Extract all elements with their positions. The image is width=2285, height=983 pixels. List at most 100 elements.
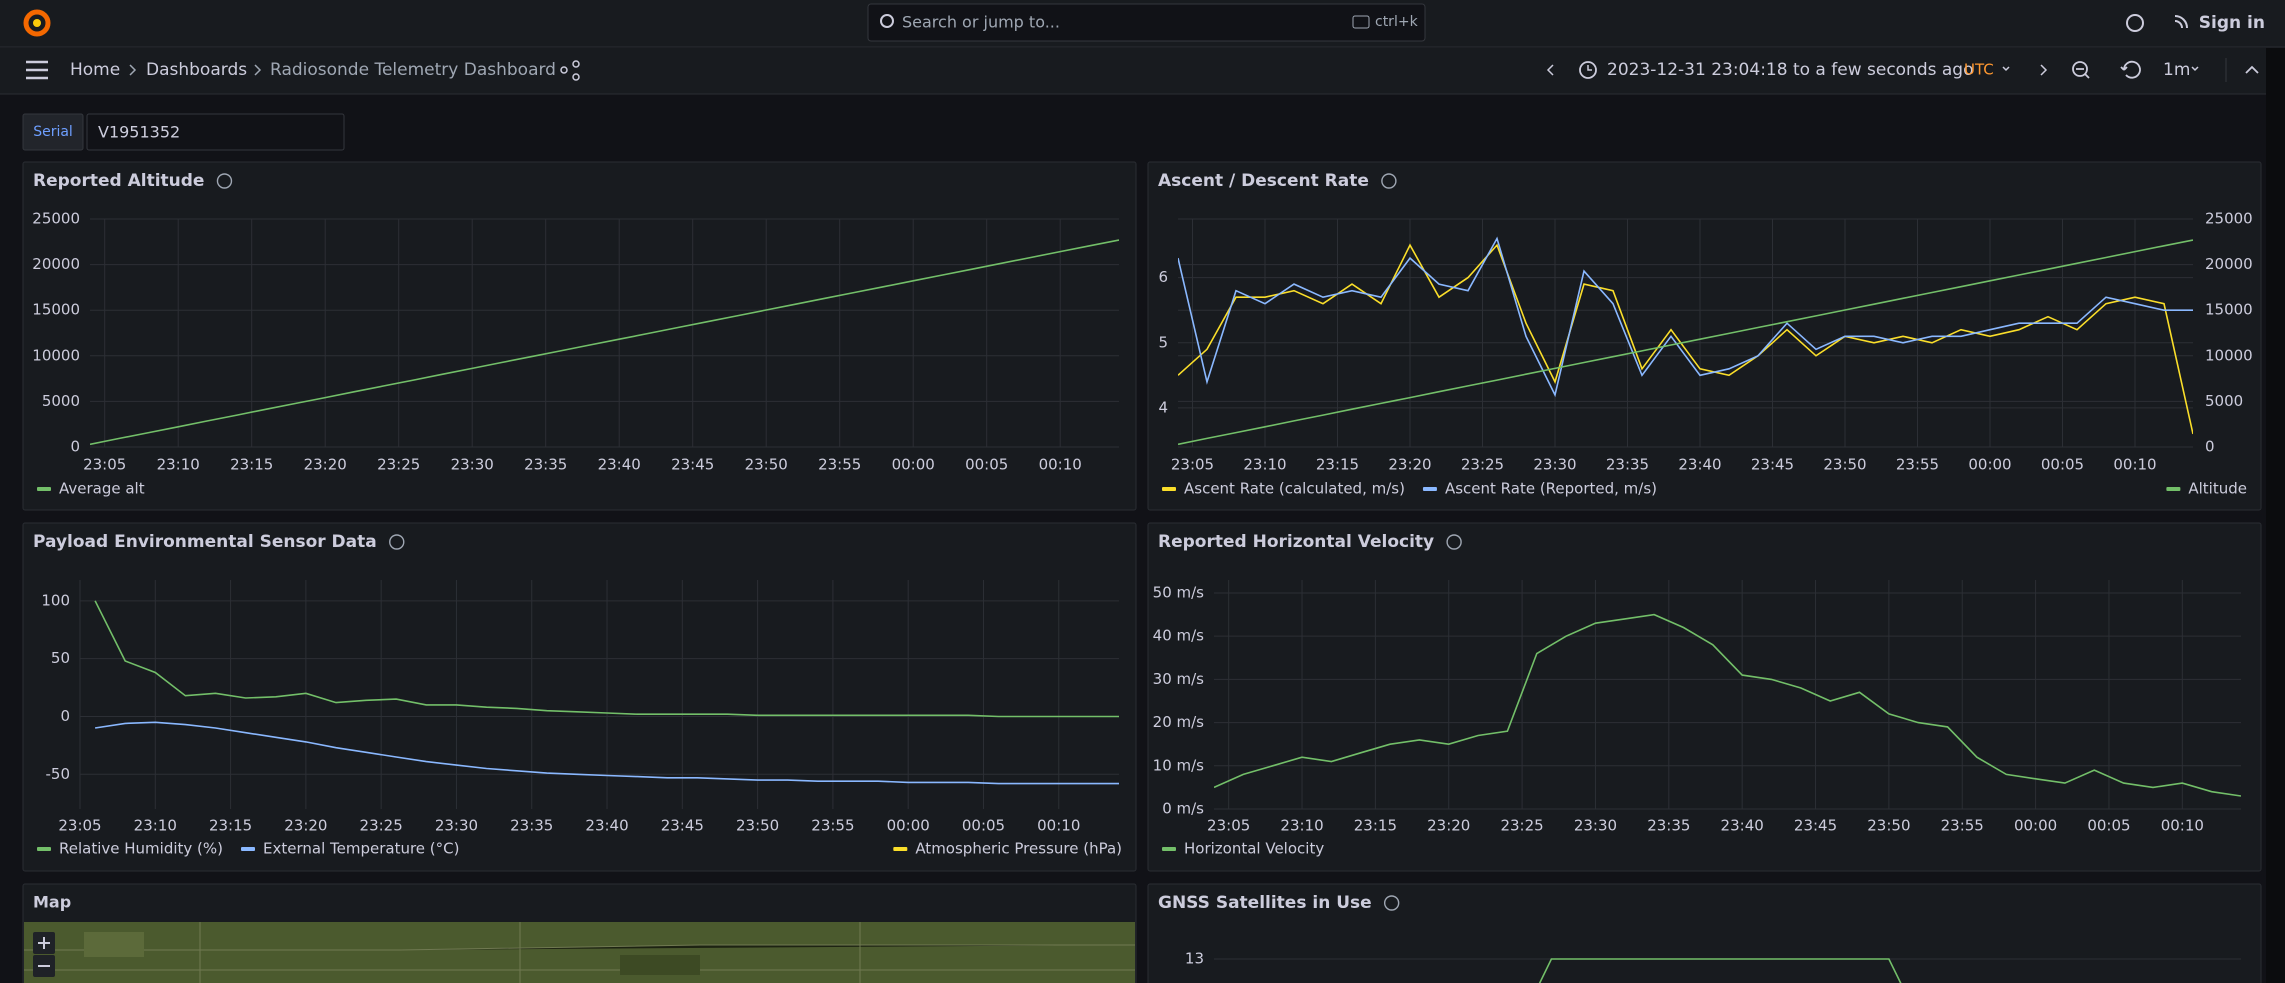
x-tick-label: 23:40 <box>585 817 628 835</box>
y2-tick-label: 15000 <box>2205 301 2253 319</box>
legend-label[interactable]: Altitude <box>2188 480 2247 498</box>
x-tick-label: 23:15 <box>230 456 273 474</box>
y-tick-label: 0 m/s <box>1162 800 1204 818</box>
x-tick-label: 23:25 <box>377 456 420 474</box>
map-tiles[interactable] <box>24 922 1135 983</box>
x-tick-label: 23:55 <box>1941 817 1984 835</box>
panel-title: Ascent / Descent Rate <box>1158 171 1369 191</box>
x-tick-label: 23:15 <box>1354 817 1397 835</box>
x-tick-label: 00:05 <box>2087 817 2130 835</box>
x-tick-label: 00:00 <box>2014 817 2057 835</box>
x-tick-label: 00:10 <box>1037 817 1080 835</box>
y-tick-label: 30 m/s <box>1153 670 1205 688</box>
y2-tick-label: 0 <box>2205 438 2215 456</box>
panel-title: Reported Altitude <box>33 171 204 191</box>
legend-label[interactable]: Average alt <box>59 480 145 498</box>
x-tick-label: 00:00 <box>1968 456 2011 474</box>
scrollbar-track <box>2266 48 2285 983</box>
legend-label[interactable]: Ascent Rate (calculated, m/s) <box>1184 480 1405 498</box>
y-tick-label: 20000 <box>32 255 80 273</box>
time-range[interactable]: 2023-12-31 23:04:18 to a few seconds ago <box>1607 60 1974 80</box>
legend-swatch <box>37 847 51 851</box>
y-tick-label: 40 m/s <box>1153 627 1205 645</box>
variable-label: Serial <box>33 124 73 140</box>
y-tick-label: 10000 <box>32 346 80 364</box>
y2-tick-label: 25000 <box>2205 210 2253 228</box>
x-tick-label: 00:05 <box>965 456 1008 474</box>
y-tick-label: 4 <box>1158 398 1168 416</box>
legend-label[interactable]: External Temperature (°C) <box>263 840 459 858</box>
x-tick-label: 23:45 <box>661 817 704 835</box>
y-tick-label: 15000 <box>32 301 80 319</box>
map-title: Map <box>33 893 71 912</box>
x-tick-label: 23:55 <box>811 817 854 835</box>
legend-swatch <box>1423 487 1437 491</box>
panel: Payload Environmental Sensor Data-500501… <box>23 523 1136 871</box>
dashboard: Search or jump to... ctrl+k Sign in Home… <box>0 0 2285 983</box>
x-tick-label: 00:05 <box>962 817 1005 835</box>
y2-tick-label: 20000 <box>2205 255 2253 273</box>
x-tick-label: 23:45 <box>1751 456 1794 474</box>
legend-swatch <box>241 847 255 851</box>
y-tick-label: 50 <box>51 649 70 667</box>
panel-title: Payload Environmental Sensor Data <box>33 532 377 552</box>
panel: Reported Altitude 0 5000 10000 15000 20000 250… <box>23 162 1136 510</box>
x-tick-label: 23:40 <box>1678 456 1721 474</box>
x-tick-label: 23:15 <box>1316 456 1359 474</box>
x-tick-label: 23:55 <box>818 456 861 474</box>
x-tick-label: 23:10 <box>157 456 200 474</box>
y2-tick-label: 5000 <box>2205 392 2243 410</box>
y-tick-label: 0 <box>60 707 70 725</box>
y-tick-label: 5 <box>1158 333 1168 351</box>
x-tick-label: 23:30 <box>1533 456 1576 474</box>
x-tick-label: 23:35 <box>510 817 553 835</box>
x-tick-label: 23:05 <box>1171 456 1214 474</box>
x-tick-label: 23:05 <box>58 817 101 835</box>
x-tick-label: 23:25 <box>1461 456 1504 474</box>
x-tick-label: 23:10 <box>134 817 177 835</box>
x-tick-label: 23:55 <box>1896 456 1939 474</box>
x-tick-label: 23:40 <box>1721 817 1764 835</box>
x-tick-label: 23:35 <box>524 456 567 474</box>
panel: Ascent / Descent Rate 4 5 6 0 5000 10000 15000 2… <box>1148 162 2261 510</box>
breadcrumb-home[interactable]: Home <box>70 60 120 80</box>
sign-in[interactable]: Sign in <box>2199 13 2265 33</box>
x-tick-label: 00:00 <box>887 817 930 835</box>
legend-label[interactable]: Atmospheric Pressure (hPa) <box>915 840 1122 858</box>
legend-label[interactable]: Horizontal Velocity <box>1184 840 1324 858</box>
y2-tick-label: 10000 <box>2205 346 2253 364</box>
x-tick-label: 00:10 <box>2161 817 2204 835</box>
x-tick-label: 00:05 <box>2041 456 2084 474</box>
legend-label[interactable]: Relative Humidity (%) <box>59 840 223 858</box>
map-field <box>84 932 144 957</box>
x-tick-label: 23:50 <box>736 817 779 835</box>
y-tick-label: 100 <box>41 591 70 609</box>
breadcrumb-dashboards[interactable]: Dashboards <box>146 60 247 80</box>
y-tick-label: 0 <box>70 438 80 456</box>
x-tick-label: 23:30 <box>435 817 478 835</box>
x-tick-label: 23:05 <box>83 456 126 474</box>
x-tick-label: 23:20 <box>1388 456 1431 474</box>
x-tick-label: 23:05 <box>1207 817 1250 835</box>
variable-value[interactable]: V1951352 <box>98 123 180 142</box>
x-tick-label: 23:35 <box>1647 817 1690 835</box>
x-tick-label: 23:10 <box>1243 456 1286 474</box>
x-tick-label: 23:10 <box>1280 817 1323 835</box>
panel-title: Reported Horizontal Velocity <box>1158 532 1434 552</box>
x-tick-label: 23:20 <box>304 456 347 474</box>
refresh-interval[interactable]: 1m <box>2163 60 2190 80</box>
x-tick-label: 23:15 <box>209 817 252 835</box>
x-tick-label: 00:10 <box>2113 456 2156 474</box>
x-tick-label: 23:20 <box>284 817 327 835</box>
legend-swatch <box>893 847 907 851</box>
x-tick-label: 23:45 <box>671 456 714 474</box>
y-tick-label: 5000 <box>42 392 80 410</box>
time-zone[interactable]: UTC <box>1964 61 1994 79</box>
y-tick-label: 6 <box>1158 268 1168 286</box>
legend-label[interactable]: Ascent Rate (Reported, m/s) <box>1445 480 1657 498</box>
x-tick-label: 23:30 <box>1574 817 1617 835</box>
y-tick-label: 25000 <box>32 210 80 228</box>
legend-swatch <box>1162 487 1176 491</box>
x-tick-label: 00:10 <box>1039 456 1082 474</box>
